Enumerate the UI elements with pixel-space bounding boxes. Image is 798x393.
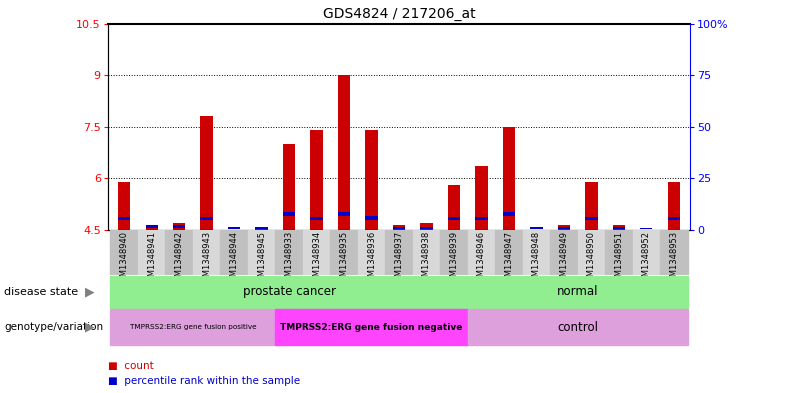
Bar: [338, 75, 350, 230]
Bar: [200, 217, 213, 220]
Text: GSM1348949: GSM1348949: [559, 231, 568, 287]
Bar: [145, 225, 158, 230]
Bar: [448, 185, 460, 230]
Bar: [523, 230, 550, 275]
Bar: [421, 227, 433, 229]
Text: GSM1348953: GSM1348953: [670, 231, 678, 287]
Bar: [496, 230, 523, 275]
Text: GSM1348952: GSM1348952: [642, 231, 651, 287]
Bar: [578, 230, 605, 275]
Bar: [145, 226, 158, 228]
Text: GSM1348946: GSM1348946: [477, 231, 486, 287]
Bar: [330, 230, 358, 275]
Text: ▶: ▶: [85, 285, 94, 298]
Bar: [558, 225, 570, 230]
Bar: [503, 127, 515, 230]
Bar: [421, 223, 433, 230]
Bar: [193, 230, 220, 275]
Text: GSM1348937: GSM1348937: [394, 231, 404, 287]
Bar: [165, 230, 193, 275]
Bar: [605, 230, 633, 275]
Bar: [138, 230, 165, 275]
Bar: [118, 182, 130, 230]
Bar: [476, 166, 488, 230]
Title: GDS4824 / 217206_at: GDS4824 / 217206_at: [322, 7, 476, 21]
Text: GSM1348938: GSM1348938: [422, 231, 431, 287]
Bar: [393, 225, 405, 230]
Text: prostate cancer: prostate cancer: [243, 285, 336, 298]
Bar: [468, 309, 688, 345]
Text: disease state: disease state: [4, 287, 78, 297]
Text: GSM1348942: GSM1348942: [175, 231, 184, 287]
Bar: [255, 228, 268, 230]
Bar: [640, 228, 653, 229]
Text: GSM1348935: GSM1348935: [339, 231, 349, 287]
Bar: [633, 230, 660, 275]
Bar: [558, 227, 570, 229]
Text: GSM1348941: GSM1348941: [147, 231, 156, 287]
Text: GSM1348945: GSM1348945: [257, 231, 266, 287]
Text: normal: normal: [557, 285, 598, 298]
Bar: [173, 223, 185, 230]
Text: GSM1348951: GSM1348951: [614, 231, 623, 287]
Bar: [283, 144, 295, 230]
Bar: [110, 276, 468, 308]
Bar: [668, 217, 680, 220]
Bar: [275, 309, 468, 345]
Bar: [503, 212, 515, 216]
Text: TMPRSS2:ERG gene fusion negative: TMPRSS2:ERG gene fusion negative: [280, 323, 463, 332]
Text: GSM1348948: GSM1348948: [532, 231, 541, 287]
Text: ▶: ▶: [85, 321, 94, 334]
Bar: [358, 230, 385, 275]
Text: GSM1348936: GSM1348936: [367, 231, 376, 287]
Text: GSM1348950: GSM1348950: [587, 231, 596, 287]
Bar: [110, 230, 138, 275]
Text: GSM1348940: GSM1348940: [120, 231, 128, 287]
Bar: [310, 130, 322, 230]
Bar: [302, 230, 330, 275]
Bar: [448, 217, 460, 220]
Text: genotype/variation: genotype/variation: [4, 322, 103, 332]
Text: GSM1348934: GSM1348934: [312, 231, 321, 287]
Bar: [310, 217, 322, 220]
Bar: [476, 217, 488, 220]
Bar: [338, 212, 350, 216]
Text: GSM1348944: GSM1348944: [230, 231, 239, 287]
Bar: [385, 230, 413, 275]
Text: TMPRSS2:ERG gene fusion positive: TMPRSS2:ERG gene fusion positive: [129, 324, 256, 330]
Text: ■  count: ■ count: [108, 361, 153, 371]
Text: control: control: [557, 321, 598, 334]
Bar: [393, 227, 405, 229]
Bar: [550, 230, 578, 275]
Bar: [440, 230, 468, 275]
Bar: [413, 230, 440, 275]
Bar: [613, 227, 625, 229]
Bar: [365, 216, 377, 220]
Bar: [613, 225, 625, 230]
Bar: [585, 182, 598, 230]
Bar: [283, 212, 295, 216]
Text: GSM1348943: GSM1348943: [202, 231, 211, 287]
Bar: [668, 182, 680, 230]
Bar: [468, 276, 688, 308]
Bar: [530, 227, 543, 229]
Bar: [468, 230, 496, 275]
Bar: [365, 130, 377, 230]
Bar: [585, 217, 598, 220]
Text: GSM1348939: GSM1348939: [449, 231, 459, 287]
Bar: [255, 227, 268, 229]
Bar: [173, 226, 185, 228]
Bar: [118, 217, 130, 220]
Bar: [248, 230, 275, 275]
Bar: [220, 230, 248, 275]
Bar: [228, 227, 240, 229]
Bar: [275, 230, 302, 275]
Bar: [110, 309, 275, 345]
Text: ■  percentile rank within the sample: ■ percentile rank within the sample: [108, 376, 300, 386]
Text: GSM1348933: GSM1348933: [285, 231, 294, 287]
Bar: [660, 230, 688, 275]
Bar: [200, 116, 213, 230]
Text: GSM1348947: GSM1348947: [504, 231, 513, 287]
